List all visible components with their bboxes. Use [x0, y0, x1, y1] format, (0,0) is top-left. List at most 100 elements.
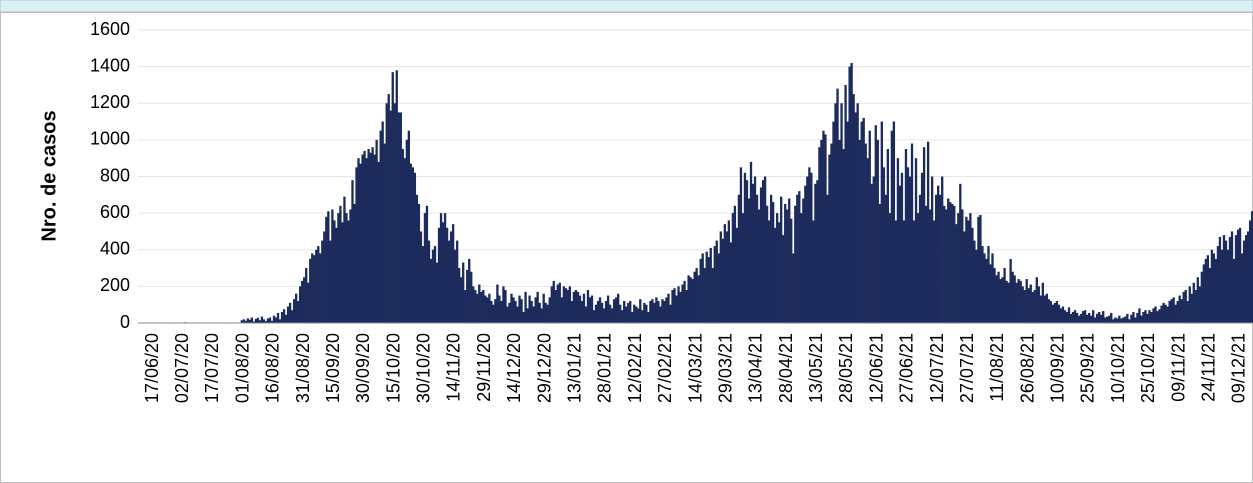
x-tick-label: 10/10/21: [1108, 333, 1128, 403]
bar: [928, 209, 932, 323]
bar: [1184, 290, 1187, 323]
bar: [953, 205, 956, 323]
bar: [840, 103, 843, 323]
bar: [878, 203, 881, 323]
bar: [443, 213, 447, 323]
bar: [292, 299, 296, 323]
bar: [536, 291, 539, 323]
y-tick-label: 800: [100, 165, 130, 185]
bar: [538, 302, 541, 323]
bar: [578, 295, 582, 323]
bar: [560, 297, 563, 323]
bar: [765, 205, 769, 323]
y-tick-label: 200: [100, 275, 130, 295]
bar: [741, 213, 745, 323]
bar: [1065, 312, 1069, 323]
bar: [542, 293, 545, 323]
bar: [296, 301, 300, 323]
bar: [1142, 312, 1145, 323]
bar: [1178, 295, 1181, 323]
bar: [246, 318, 249, 323]
bar: [685, 290, 688, 323]
bar: [924, 205, 928, 323]
bar: [1130, 314, 1133, 323]
bar: [1246, 231, 1250, 323]
bar: [886, 149, 890, 323]
bar: [830, 143, 833, 323]
bar: [254, 318, 258, 323]
bar: [745, 180, 749, 323]
bar: [705, 251, 708, 323]
bar: [949, 202, 952, 323]
bar: [244, 320, 247, 323]
bar: [345, 213, 348, 323]
bar: [870, 183, 873, 323]
x-tick-label: 27/07/21: [957, 333, 977, 403]
bar: [548, 297, 551, 323]
bar: [476, 293, 479, 323]
bar: [1218, 236, 1222, 323]
x-tick-label: 12/06/21: [866, 333, 886, 403]
bar: [848, 66, 851, 323]
bar: [786, 209, 789, 323]
bar: [707, 257, 710, 323]
bar: [496, 284, 499, 323]
bar: [920, 172, 924, 323]
bar: [683, 280, 686, 323]
bar: [242, 319, 245, 323]
bar: [282, 309, 286, 323]
bar: [544, 302, 547, 323]
bar: [709, 247, 712, 323]
x-tick-label: 12/02/21: [625, 333, 645, 403]
bar: [653, 302, 656, 323]
bar: [504, 290, 507, 323]
bar: [1248, 220, 1252, 323]
bar: [691, 279, 694, 323]
bar: [773, 227, 777, 323]
bar: [413, 172, 417, 323]
bar: [363, 150, 366, 323]
y-tick-label: 400: [100, 239, 130, 259]
bar: [665, 297, 668, 323]
bar: [629, 301, 632, 323]
bar: [385, 103, 388, 323]
bar: [784, 203, 787, 323]
bar: [695, 268, 698, 323]
bar: [719, 231, 722, 323]
bar: [451, 224, 455, 323]
bar: [349, 209, 352, 323]
y-tick-label: 600: [100, 202, 130, 222]
bar: [1098, 312, 1101, 323]
bar: [395, 70, 398, 323]
bar: [1190, 293, 1193, 323]
bar: [617, 293, 620, 323]
bar: [315, 249, 318, 323]
bar: [910, 143, 914, 323]
bar: [288, 302, 292, 323]
x-tick-label: 16/08/20: [263, 333, 283, 403]
bar: [343, 196, 346, 323]
bar: [858, 139, 861, 323]
x-tick-label: 30/09/20: [353, 333, 373, 403]
x-tick-label: 30/10/20: [414, 333, 434, 403]
bar: [1234, 235, 1238, 323]
bar: [268, 317, 272, 323]
bar: [816, 180, 819, 323]
bar: [532, 306, 535, 323]
bar: [614, 297, 618, 323]
bar: [1096, 313, 1099, 323]
bar: [482, 290, 485, 323]
bar: [1041, 282, 1044, 323]
bar: [846, 121, 849, 323]
bar: [896, 158, 900, 323]
bar: [319, 253, 322, 323]
x-tick-label: 15/09/20: [323, 333, 343, 403]
bar: [1166, 306, 1169, 323]
bar: [1049, 301, 1053, 323]
bar: [427, 240, 431, 323]
bar: [409, 163, 413, 323]
bar: [1067, 307, 1071, 323]
bar: [699, 258, 702, 323]
bar: [464, 290, 467, 323]
bar: [508, 302, 511, 323]
